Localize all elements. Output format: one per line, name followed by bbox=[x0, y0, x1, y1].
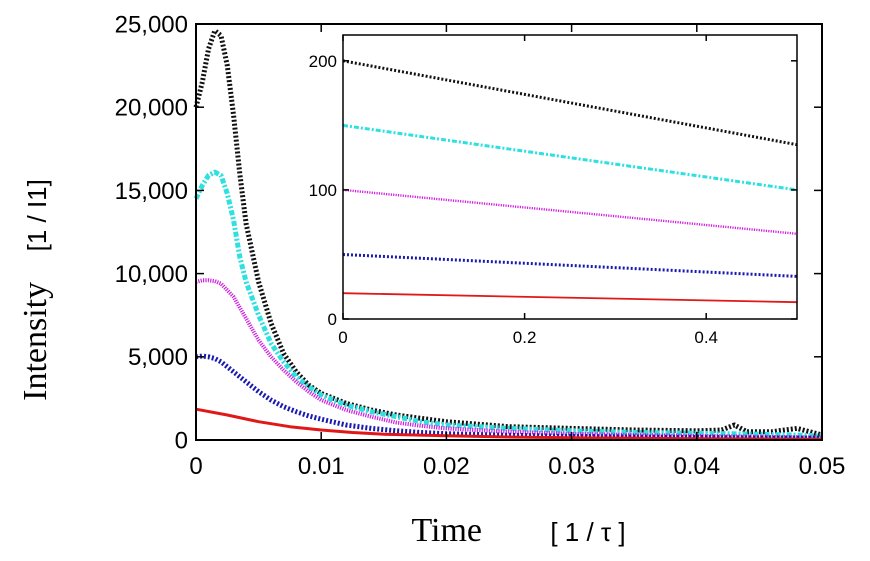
main-y-tick-label: 15,000 bbox=[115, 178, 188, 205]
main-x-tick-label: 0.02 bbox=[423, 453, 470, 480]
inset-x-tick-label: 0.2 bbox=[513, 328, 537, 347]
main-y-tick-label: 10,000 bbox=[115, 261, 188, 288]
main-x-tick-label: 0.05 bbox=[799, 453, 846, 480]
inset-y-tick-label: 0 bbox=[328, 310, 337, 329]
inset-background bbox=[343, 35, 797, 319]
y-axis-unit: [1 / I1] bbox=[22, 179, 52, 251]
inset-plot: 0 0.2 0.4 0 100 200 bbox=[309, 34, 798, 347]
inset-frame bbox=[342, 34, 798, 320]
y-axis-label: Intensity [1 / I1] bbox=[17, 179, 54, 401]
main-x-tick-label: 0.04 bbox=[673, 453, 720, 480]
inset-series-5-line bbox=[342, 292, 798, 304]
main-plot: 0 0.01 0.02 0.03 0.04 0.05 0 5,000 10,000 15,000 2… bbox=[115, 11, 846, 480]
y-axis-title: Intensity bbox=[17, 282, 54, 401]
main-y-tick-label: 5,000 bbox=[128, 344, 188, 371]
x-axis-unit: [ 1 / τ ] bbox=[550, 517, 625, 547]
inset-x-tick-label: 0.4 bbox=[694, 328, 718, 347]
inset-y-tick-label: 100 bbox=[309, 181, 337, 200]
main-x-tick-label: 0 bbox=[189, 453, 202, 480]
y-axis-label-group: Intensity [1 / I1] bbox=[17, 179, 54, 401]
main-y-tick-label: 0 bbox=[175, 427, 188, 454]
x-axis-title: Time bbox=[411, 512, 482, 549]
main-x-tick-label: 0.03 bbox=[548, 453, 595, 480]
main-series-3-line bbox=[195, 278, 823, 440]
main-frame bbox=[195, 23, 823, 441]
main-series-5-line bbox=[195, 407, 823, 441]
main-x-tick-label: 0.01 bbox=[298, 453, 345, 480]
main-y-tick-label: 25,000 bbox=[115, 11, 188, 38]
inset-series-1-line bbox=[342, 59, 798, 147]
main-y-tick-label: 20,000 bbox=[115, 95, 188, 122]
main-series-2-line bbox=[193, 169, 823, 439]
inset-series-2-line bbox=[342, 123, 798, 192]
inset-x-tick-label: 0 bbox=[338, 328, 347, 347]
inset-series-3-line bbox=[342, 188, 798, 235]
main-series-1-line bbox=[193, 28, 823, 438]
inset-y-tick-label: 200 bbox=[309, 52, 337, 71]
